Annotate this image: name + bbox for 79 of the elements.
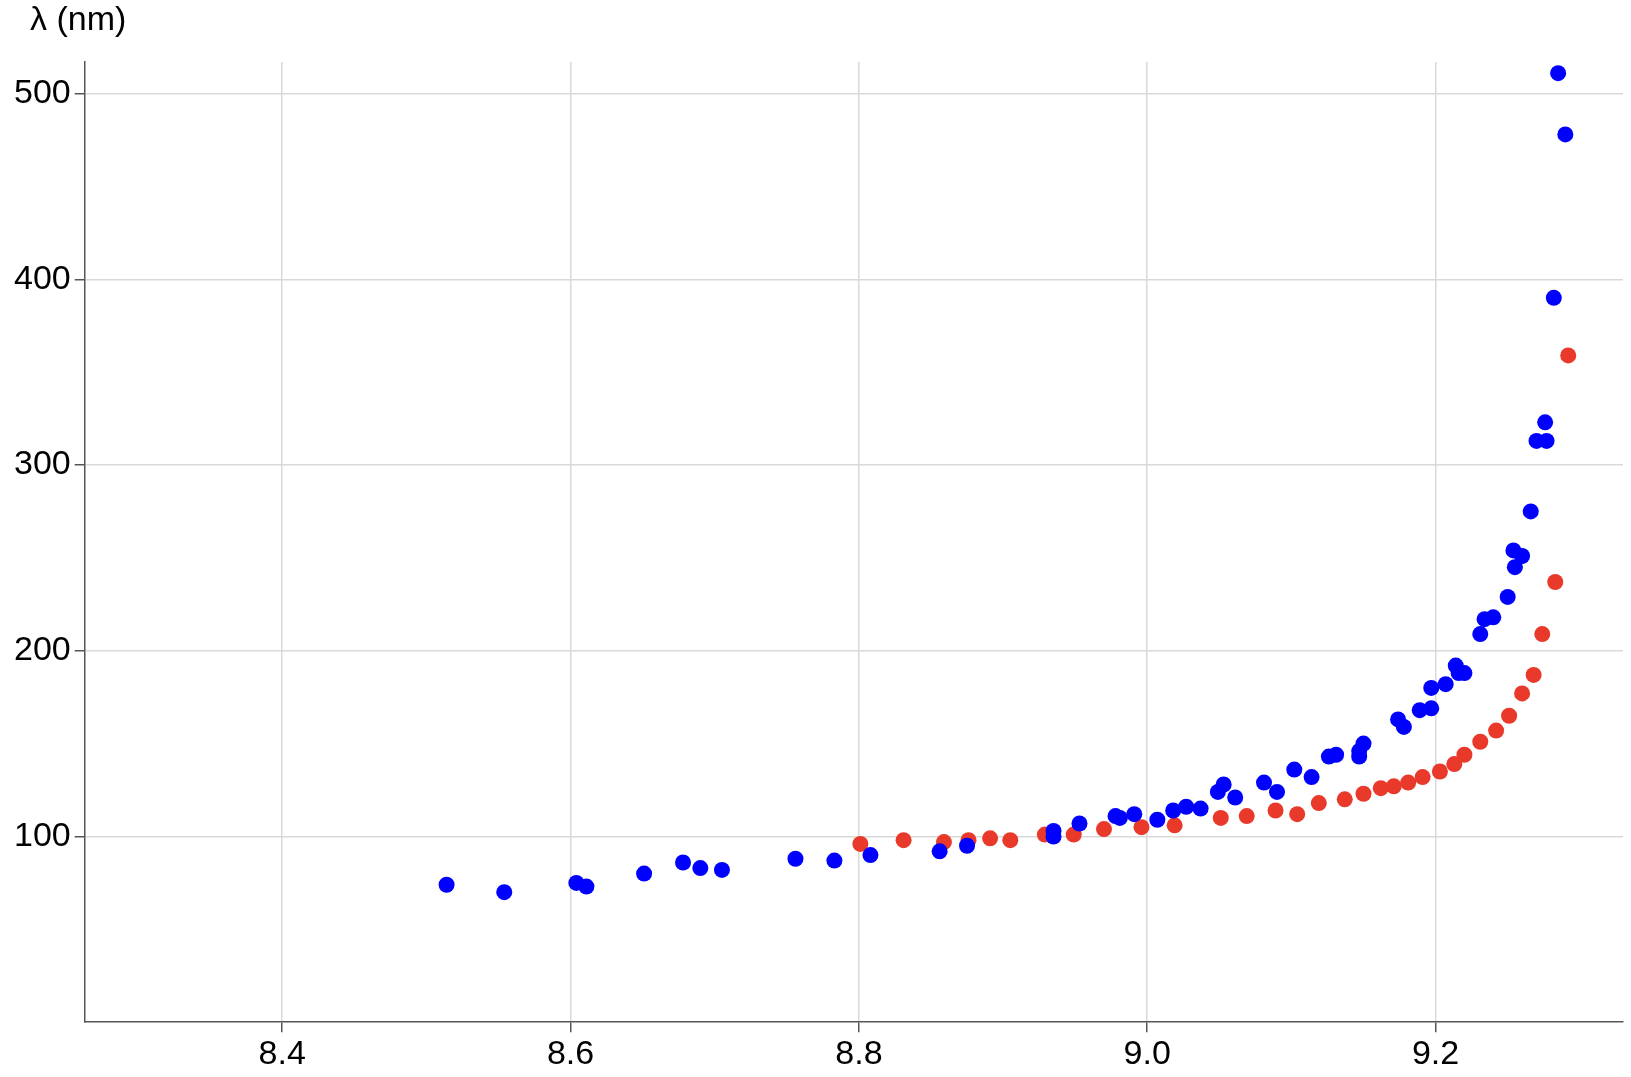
- point: [1431, 763, 1448, 780]
- point: [1423, 700, 1440, 717]
- point: [1126, 806, 1143, 823]
- point: [1537, 414, 1554, 431]
- point: [1506, 559, 1523, 576]
- point: [1269, 783, 1285, 800]
- point: [496, 884, 513, 901]
- y-tick-label: 200: [13, 629, 71, 668]
- y-tick-label: 300: [13, 443, 71, 482]
- point: [1514, 685, 1531, 702]
- point: [1545, 289, 1562, 306]
- point: [675, 854, 692, 871]
- y-tick-label: 100: [13, 814, 71, 853]
- point: [1534, 626, 1551, 643]
- point: [1336, 791, 1353, 808]
- point: [1456, 746, 1473, 763]
- point: [1557, 126, 1574, 143]
- x-tick-label: 9.0: [1123, 1032, 1171, 1071]
- point: [1166, 817, 1183, 834]
- point: [1472, 733, 1489, 750]
- point: [1071, 815, 1088, 832]
- point: [1385, 778, 1402, 795]
- point: [1560, 347, 1577, 364]
- y-axis-title: λ (nm): [30, 0, 127, 38]
- point: [1514, 548, 1531, 565]
- point: [1002, 832, 1019, 849]
- point: [1328, 746, 1345, 763]
- point: [1192, 800, 1209, 817]
- point: [1095, 821, 1112, 838]
- point: [1227, 789, 1244, 806]
- point: [713, 861, 730, 878]
- point: [1256, 774, 1273, 791]
- x-tick-label: 8.4: [258, 1032, 306, 1071]
- point: [1485, 609, 1502, 626]
- point: [1372, 780, 1389, 797]
- point: [692, 860, 709, 877]
- point: [1303, 769, 1320, 786]
- point: [1446, 756, 1463, 773]
- point: [1178, 798, 1195, 815]
- point: [1310, 795, 1327, 812]
- y-tick-label: 400: [13, 257, 71, 296]
- x-tick-label: 8.6: [546, 1032, 595, 1071]
- point: [1522, 503, 1539, 520]
- point: [1395, 718, 1412, 735]
- point: [1165, 802, 1182, 819]
- point: [438, 876, 455, 893]
- x-tick-label: 8.8: [835, 1032, 883, 1071]
- point: [982, 830, 999, 847]
- x-tick-label: 9.2: [1411, 1032, 1460, 1071]
- point: [1414, 769, 1431, 786]
- point: [1267, 802, 1284, 819]
- point: [1437, 676, 1454, 693]
- point: [931, 843, 948, 860]
- y-tick-label: 500: [13, 71, 71, 110]
- point: [1525, 666, 1542, 683]
- point: [1423, 679, 1440, 696]
- point: [895, 832, 912, 849]
- point: [1400, 774, 1417, 791]
- point: [1212, 809, 1229, 826]
- point: [636, 865, 653, 882]
- point: [1547, 574, 1564, 591]
- point: [959, 837, 976, 854]
- point: [1355, 785, 1372, 802]
- point: [1550, 65, 1567, 82]
- point: [1149, 811, 1166, 828]
- point: [1501, 707, 1518, 724]
- point: [826, 852, 843, 869]
- point: [1238, 808, 1255, 825]
- point: [862, 847, 879, 864]
- point: [1488, 722, 1505, 739]
- point: [1289, 806, 1306, 823]
- point: [1215, 776, 1232, 793]
- point: [1472, 626, 1489, 643]
- point: [852, 835, 869, 852]
- point: [1499, 588, 1516, 605]
- point: [578, 878, 595, 895]
- point: [787, 850, 804, 867]
- point: [1286, 761, 1303, 778]
- point: [1133, 819, 1150, 836]
